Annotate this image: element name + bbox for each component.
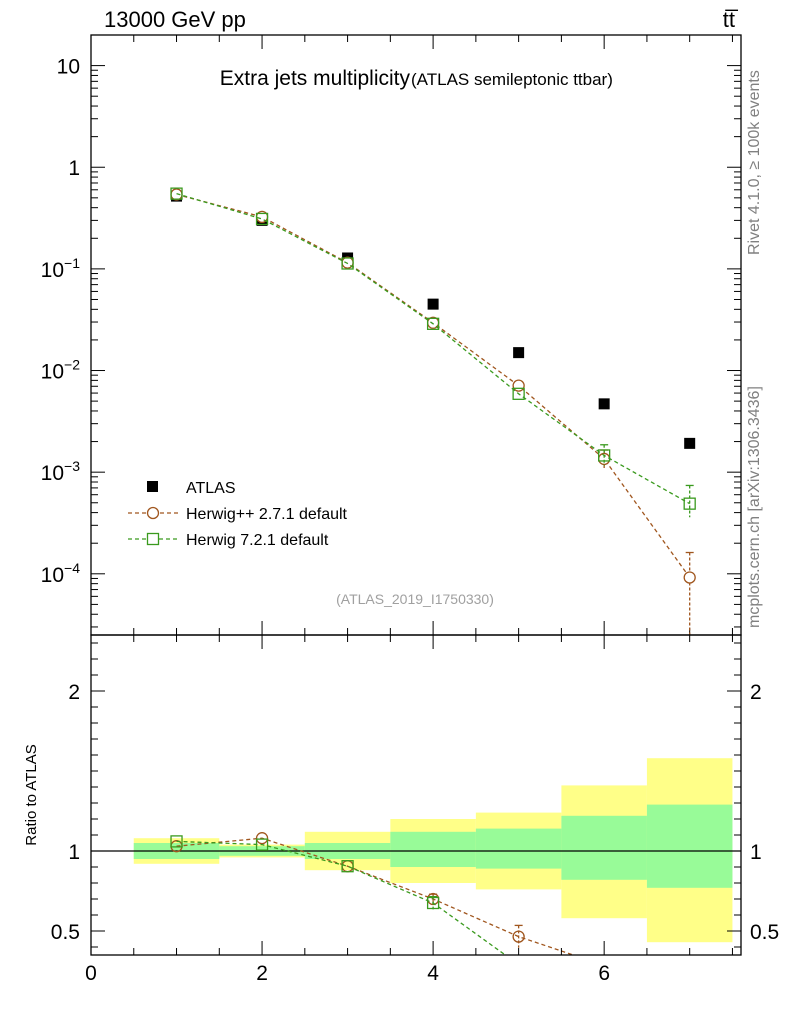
ratio-band-green	[475, 828, 562, 869]
data-point-herwig7	[341, 257, 354, 270]
ratio-y-tick-label-right: 2	[750, 681, 762, 704]
ratio-band-green	[646, 804, 733, 888]
data-point-herwigpp	[683, 571, 696, 584]
main-y-tick-label: 10−1	[41, 255, 81, 282]
legend-marker-herwig7	[146, 532, 160, 546]
main-y-tick-labels: 10 1 10−1 10−2 10−3 10−4	[41, 56, 81, 587]
rivet-version-label: Rivet 4.1.0, ≥ 100k events	[746, 70, 763, 255]
process-label: tt̅	[723, 7, 739, 32]
plot-title: Extra jets multiplicity	[220, 67, 411, 90]
ratio-uncertainty-bands	[133, 758, 733, 943]
ratio-y-tick-label-right: 0.5	[750, 921, 779, 944]
ratio-tick-labels: 0.5 0.5 1 1 2 2 0 2 4 6	[51, 681, 779, 985]
legend: ATLAS Herwig++ 2.7.1 default Herwig 7.2.…	[128, 480, 348, 549]
ratio-point-herwigpp	[255, 832, 269, 845]
ratio-plot-frame	[90, 634, 742, 956]
legend-label-herwig7: Herwig 7.2.1 default	[186, 532, 329, 549]
x-tick-label: 2	[256, 962, 268, 985]
ratio-y-tick-label-right: 1	[750, 841, 762, 864]
main-series	[170, 187, 696, 635]
ratio-point-herwig7	[170, 835, 183, 848]
plot-subtitle: (ATLAS semileptonic ttbar)	[411, 70, 613, 89]
ratio-y-tick-label-left: 2	[68, 681, 80, 704]
ratio-band-green	[561, 815, 647, 880]
legend-marker-atlas	[147, 481, 158, 492]
main-y-tick-label: 10−4	[41, 560, 81, 587]
legend-label-herwigpp: Herwig++ 2.7.1 default	[186, 506, 348, 523]
ratio-point-herwig7	[255, 838, 269, 851]
ratio-point-herwigpp	[512, 930, 525, 943]
energy-label: 13000 GeV pp	[104, 7, 246, 32]
data-point-herwigpp	[512, 379, 525, 392]
ratio-point-herwig7	[426, 896, 440, 910]
mcplots-label: mcplots.cern.ch [arXiv:1306.3436]	[746, 386, 763, 628]
main-y-tick-label: 10−2	[41, 357, 81, 384]
series-line-herwig7	[176, 193, 691, 505]
ratio-point-herwig7	[513, 959, 524, 970]
ratio-line-herwigpp	[176, 837, 576, 955]
data-point-atlas	[598, 398, 610, 410]
main-y-tick-label: 1	[68, 157, 80, 180]
x-tick-label: 6	[598, 962, 610, 985]
data-point-herwig7	[598, 449, 611, 462]
ratio-point-herwig7	[341, 860, 354, 873]
x-tick-label: 4	[427, 962, 439, 985]
data-point-herwig7	[426, 317, 440, 330]
x-tick-label: 0	[85, 962, 97, 985]
ratio-line-herwig7	[176, 840, 507, 955]
data-point-herwig7	[170, 187, 183, 200]
main-y-tick-label: 10−3	[41, 458, 81, 485]
ratio-y-axis-label: Ratio to ATLAS	[23, 744, 40, 845]
ratio-series	[170, 832, 576, 970]
main-axis-ticks	[90, 34, 741, 635]
ratio-band-green	[390, 831, 476, 867]
ratio-y-tick-label-left: 0.5	[51, 921, 80, 944]
data-point-atlas	[513, 347, 525, 359]
ratio-panel: Ratio to ATLAS 0.5 0.5 1 1 2 2 0 2 4 6	[23, 634, 779, 985]
ratio-axis-ticks	[90, 635, 741, 955]
data-point-herwig7	[512, 387, 525, 400]
analysis-id-label: (ATLAS_2019_I1750330)	[336, 591, 494, 607]
main-y-tick-label: 10	[57, 56, 80, 79]
ratio-y-tick-label-left: 1	[68, 841, 80, 864]
data-point-herwig7	[683, 497, 696, 510]
main-panel: Extra jets multiplicity (ATLAS semilepto…	[41, 34, 742, 636]
data-point-atlas	[684, 437, 696, 449]
data-point-atlas	[427, 298, 439, 310]
legend-label-atlas: ATLAS	[186, 480, 236, 497]
data-point-herwig7	[255, 212, 269, 226]
legend-marker-herwigpp	[146, 506, 160, 520]
